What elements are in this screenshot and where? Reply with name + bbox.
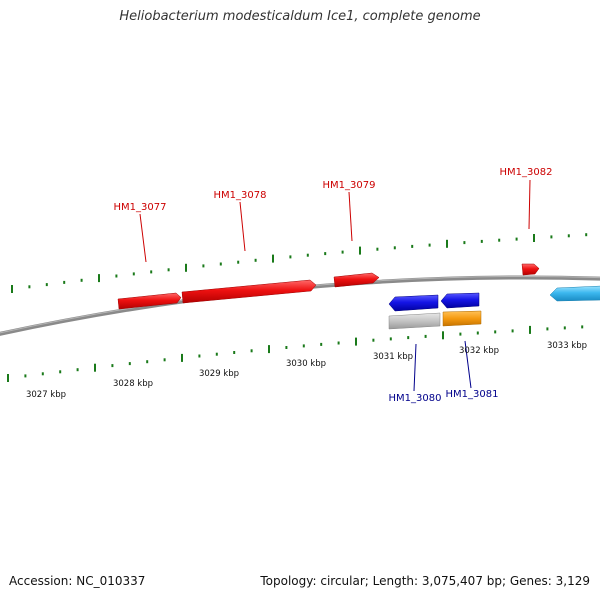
gene-arrow-hm1-3080[interactable] bbox=[388, 294, 439, 312]
gene-arrow-hm1-3078[interactable] bbox=[181, 279, 317, 304]
gene-arrow-hm1-3082[interactable] bbox=[521, 263, 540, 276]
kbp-label: 3032 kbp bbox=[459, 346, 499, 356]
gene-arrow-hm1-3077[interactable] bbox=[117, 292, 182, 310]
feature-block-orange[interactable] bbox=[442, 310, 482, 327]
gene-label: HM1_3079 bbox=[323, 180, 376, 191]
kbp-label: 3033 kbp bbox=[547, 341, 587, 351]
gene-arrow-hm1-3079[interactable] bbox=[333, 272, 380, 288]
gene-label: HM1_3082 bbox=[500, 167, 553, 178]
genome-title: Heliobacterium modesticaldum Ice1, compl… bbox=[119, 9, 481, 24]
gene-label: HM1_3078 bbox=[214, 190, 267, 201]
feature-block-gray[interactable] bbox=[388, 312, 441, 330]
kbp-label: 3028 kbp bbox=[113, 379, 153, 389]
label-connectors-lower bbox=[413, 340, 472, 392]
kbp-label: 3029 kbp bbox=[199, 369, 239, 379]
kbp-label: 3027 kbp bbox=[26, 390, 66, 400]
lower-tick-row bbox=[7, 325, 584, 382]
kbp-label: 3031 kbp bbox=[373, 352, 413, 362]
upper-tick-row bbox=[11, 233, 588, 293]
gene-label: HM1_3081 bbox=[446, 389, 499, 400]
accession-text: Accession: NC_010337 bbox=[9, 574, 146, 588]
gene-arrow-cyan[interactable] bbox=[549, 285, 600, 302]
gene-label: HM1_3077 bbox=[114, 202, 167, 213]
gene-label: HM1_3080 bbox=[389, 393, 442, 404]
kbp-label: 3030 kbp bbox=[286, 359, 326, 369]
gene-arrow-hm1-3081[interactable] bbox=[440, 292, 480, 309]
genome-summary-text: Topology: circular; Length: 3,075,407 bp… bbox=[260, 574, 590, 588]
forward-genes bbox=[117, 263, 540, 310]
reverse-genes bbox=[388, 285, 600, 330]
label-connectors bbox=[139, 179, 531, 263]
